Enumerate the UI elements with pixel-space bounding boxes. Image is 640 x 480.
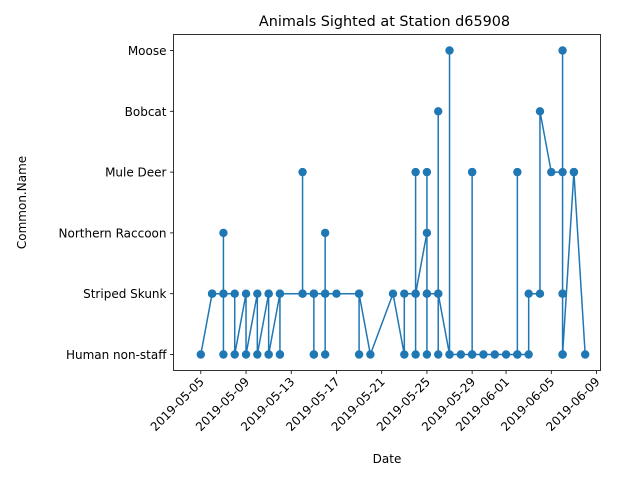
data-point xyxy=(354,289,364,298)
data-point xyxy=(366,350,375,359)
data-point xyxy=(434,289,443,298)
data-point xyxy=(219,228,228,238)
data-point xyxy=(501,350,511,359)
data-point xyxy=(332,289,341,298)
data-point xyxy=(422,167,432,177)
data-point xyxy=(434,107,443,116)
series-line xyxy=(200,49,586,356)
data-point xyxy=(445,350,454,359)
data-point xyxy=(422,350,432,359)
data-point xyxy=(298,289,307,298)
y-tick-label: Bobcat xyxy=(125,105,167,119)
data-point xyxy=(467,167,477,177)
data-point xyxy=(400,289,409,298)
data-point xyxy=(558,46,567,55)
data-point xyxy=(445,46,454,55)
y-tick-label: Northern Raccoon xyxy=(59,226,167,240)
y-tick-label: Striped Skunk xyxy=(83,287,166,301)
data-point xyxy=(558,350,567,359)
data-point xyxy=(309,289,319,298)
data-point xyxy=(320,350,330,359)
axes-frame xyxy=(173,34,601,371)
data-point xyxy=(241,289,251,298)
data-point xyxy=(524,289,533,298)
data-point xyxy=(467,350,477,359)
data-point xyxy=(275,350,285,359)
data-point xyxy=(411,289,420,298)
data-point xyxy=(513,350,522,359)
data-point xyxy=(241,350,251,359)
y-axis: Human non-staff Striped Skunk Northern Rac… xyxy=(59,44,174,362)
data-point xyxy=(196,350,206,359)
data-point xyxy=(207,289,217,298)
data-point xyxy=(400,350,409,359)
data-point xyxy=(230,350,239,359)
data-point xyxy=(411,167,420,177)
data-point xyxy=(422,289,432,298)
x-axis: 2019-05-052019-05-092019-05-132019-05-17… xyxy=(148,370,603,434)
data-point xyxy=(309,350,319,359)
y-tick-label: Moose xyxy=(128,44,167,58)
data-point xyxy=(354,350,364,359)
data-point xyxy=(547,167,556,177)
chart-title: Animals Sighted at Station d65908 xyxy=(259,14,510,30)
data-point xyxy=(320,228,330,238)
data-point xyxy=(253,350,262,359)
data-point xyxy=(580,350,590,359)
data-point xyxy=(320,289,330,298)
data-point xyxy=(535,107,545,116)
data-point xyxy=(264,289,273,298)
data-point xyxy=(569,167,579,177)
data-point xyxy=(434,350,443,359)
data-point xyxy=(422,228,432,238)
data-point xyxy=(219,289,228,298)
y-tick-label: Human non-staff xyxy=(66,348,167,362)
x-axis-label: Date xyxy=(373,452,402,466)
data-point xyxy=(230,289,239,298)
data-point xyxy=(456,350,466,359)
data-point xyxy=(524,350,533,359)
y-tick-label: Mule Deer xyxy=(105,166,166,180)
data-point xyxy=(275,289,285,298)
data-point xyxy=(219,350,228,359)
data-point xyxy=(264,350,273,359)
data-point xyxy=(558,167,567,177)
data-point xyxy=(253,289,262,298)
plot-area xyxy=(196,46,590,359)
data-point xyxy=(479,350,488,359)
data-point xyxy=(535,289,545,298)
data-point xyxy=(411,350,420,359)
y-axis-label: Common.Name xyxy=(15,156,29,249)
data-point xyxy=(298,167,307,177)
data-point xyxy=(490,350,499,359)
data-point xyxy=(558,289,567,298)
data-point xyxy=(513,167,522,177)
data-point xyxy=(388,289,398,298)
